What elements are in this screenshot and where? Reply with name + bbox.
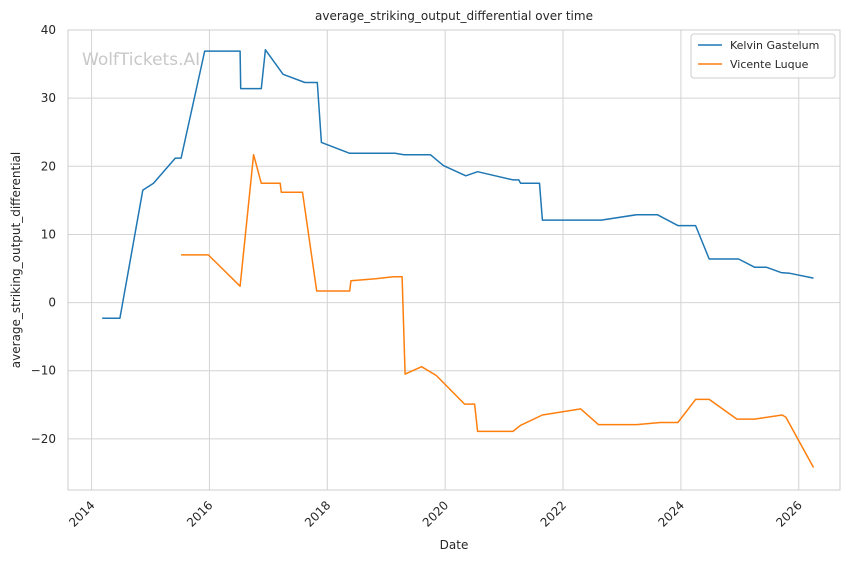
- y-tick-label: 10: [41, 227, 56, 241]
- legend-entry-label: Vicente Luque: [730, 58, 809, 71]
- y-tick-label: 0: [48, 296, 56, 310]
- y-tick-labels: −20 −10 0 10 20 30 40: [31, 23, 56, 446]
- y-tick-label: −10: [31, 364, 56, 378]
- y-tick-label: 40: [41, 23, 56, 37]
- series-line-kelvin-gastelum: [102, 49, 814, 320]
- legend-box: [690, 33, 836, 79]
- series-line-vicente-luque: [181, 153, 815, 468]
- y-axis-label: average_striking_output_differential: [9, 152, 23, 368]
- chart-title: average_striking_output_differential ove…: [315, 9, 593, 23]
- y-tick-label: −20: [31, 432, 56, 446]
- watermark: WolfTickets.AI: [82, 50, 200, 70]
- y-tick-label: 30: [41, 91, 56, 105]
- plot-frame: [67, 29, 841, 491]
- legend-entry-label: Kelvin Gastelum: [730, 39, 819, 52]
- x-axis-label: Date: [440, 538, 469, 552]
- series-layer: [102, 49, 815, 468]
- legend: Kelvin Gastelum Vicente Luque: [690, 33, 836, 79]
- y-tick-label: 20: [41, 159, 56, 173]
